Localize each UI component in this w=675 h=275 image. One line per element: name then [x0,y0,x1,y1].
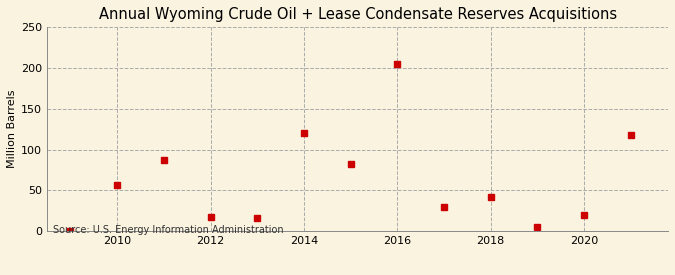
Text: Source: U.S. Energy Information Administration: Source: U.S. Energy Information Administ… [53,225,284,235]
Title: Annual Wyoming Crude Oil + Lease Condensate Reserves Acquisitions: Annual Wyoming Crude Oil + Lease Condens… [99,7,617,22]
Y-axis label: Million Barrels: Million Barrels [7,90,17,169]
